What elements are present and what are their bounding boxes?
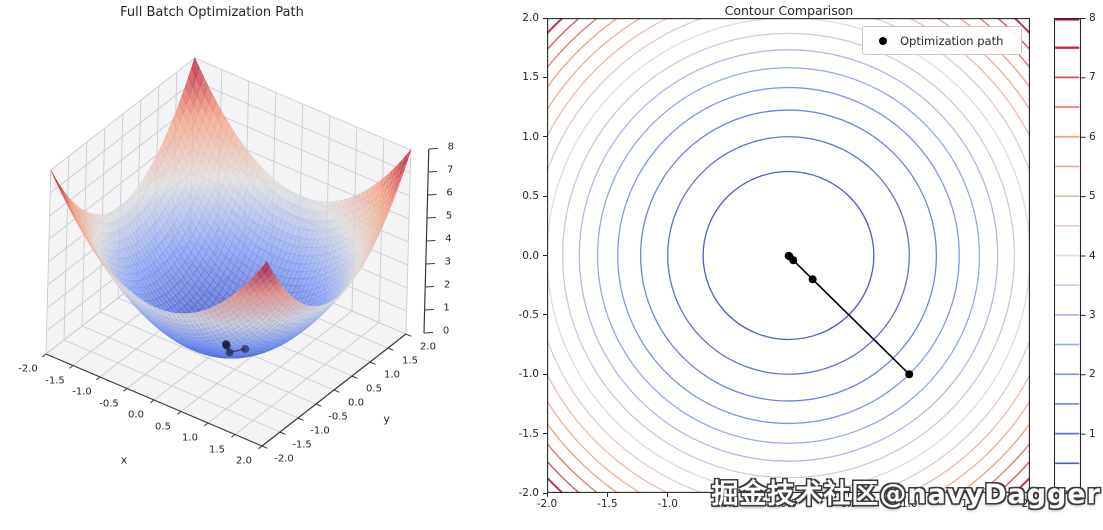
colorbar-tick-label: 3 <box>1089 308 1096 321</box>
y-tick <box>543 255 547 256</box>
y3d-tick-label: -0.5 <box>328 411 348 423</box>
colorbar-tick-label: 8 <box>1089 12 1096 24</box>
x-tick <box>788 493 789 497</box>
z3d-tick-label: 7 <box>447 164 454 176</box>
x-tick <box>1029 493 1031 497</box>
colorbar-tick-label: 2 <box>1089 368 1096 381</box>
x-tick-label: -0.5 <box>717 498 739 510</box>
y-tick-label: 0.5 <box>522 190 539 203</box>
y3d-tick-label: -1.5 <box>292 439 312 451</box>
y-tick-label: -1.0 <box>518 368 540 381</box>
y-tick <box>543 76 547 78</box>
x3d-tick-label: -0.5 <box>99 398 119 409</box>
x3d-tick-label: 0.0 <box>128 409 144 421</box>
y-tick-label: -0.5 <box>518 308 540 321</box>
z3d-tick-label: 5 <box>445 210 453 222</box>
y-tick <box>543 492 547 494</box>
y3d-tick-label: 0.5 <box>366 383 382 395</box>
x-tick <box>727 493 729 497</box>
x-tick-label: -2.0 <box>536 498 558 510</box>
contour-ring <box>596 67 981 444</box>
contour-ring <box>617 86 960 425</box>
x3d-tick-label: 1.5 <box>209 444 225 455</box>
colorbar-tick-label: 0 <box>1089 487 1096 499</box>
optimization-path-point <box>905 370 914 379</box>
z3d-tick-label: 8 <box>447 141 454 153</box>
x-tick <box>667 493 669 497</box>
colorbar-tick-label: 5 <box>1089 190 1096 203</box>
contour-ring <box>639 109 938 402</box>
legend-label: Optimization path <box>900 33 1004 48</box>
surface-3d-plot <box>0 0 500 530</box>
x3d-tick-label: 2.0 <box>236 455 252 467</box>
x-tick <box>969 493 971 497</box>
contour-ring <box>561 32 1016 479</box>
y-tick-label: 1.0 <box>522 130 539 143</box>
contour-axes-border <box>547 18 1030 493</box>
y3d-tick-label: 0.0 <box>348 397 364 409</box>
x-tick-label: 1.5 <box>961 498 978 510</box>
y-axis-label: y <box>383 412 390 426</box>
y3d-tick-label: -2.0 <box>274 453 294 465</box>
optimization-path-point <box>784 251 793 260</box>
z3d-tick-label: 1 <box>443 302 450 314</box>
x3d-tick-label: -2.0 <box>18 363 38 375</box>
y-tick-label: -1.5 <box>518 427 540 440</box>
x-axis-label: x <box>120 453 128 467</box>
contour-ring <box>578 49 999 462</box>
contour-plot <box>547 18 1030 493</box>
optimization-path-point <box>808 275 817 284</box>
y3d-tick-label: -1.0 <box>310 425 330 437</box>
colorbar-tick-label: 4 <box>1089 249 1096 262</box>
y-tick-label: 1.5 <box>522 71 539 84</box>
x-tick <box>546 493 548 497</box>
x3d-tick-label: 1.0 <box>182 432 198 444</box>
right-plot-title: Contour Comparison <box>724 3 854 18</box>
z3d-tick-label: 3 <box>444 256 451 268</box>
colorbar-tick-label: 6 <box>1089 130 1096 143</box>
colorbar <box>1054 18 1086 495</box>
colorbar-tick-label: 1 <box>1089 427 1096 440</box>
y-tick <box>543 17 547 19</box>
y3d-tick-label: 1.5 <box>402 355 418 367</box>
y-tick-label: 2.0 <box>522 12 539 24</box>
contour-ring <box>702 170 875 341</box>
x3d-tick-label: 0.5 <box>155 421 171 432</box>
y3d-tick-label: 1.0 <box>384 369 400 381</box>
x-tick-label: 1.0 <box>900 498 918 510</box>
x-tick-label: 0.5 <box>840 498 858 510</box>
y-tick <box>543 195 547 197</box>
y-tick-label: -2.0 <box>518 487 540 499</box>
x-tick <box>848 493 850 497</box>
x-tick-label: 0.0 <box>780 498 797 510</box>
z3d-tick-label: 6 <box>446 187 453 199</box>
y-tick-label: 0.0 <box>522 249 539 262</box>
y-tick <box>543 136 547 138</box>
x-tick <box>908 493 910 497</box>
x-tick-label: -1.5 <box>597 498 618 510</box>
x-tick-label: 2.0 <box>1021 498 1039 510</box>
x3d-tick-label: -1.5 <box>45 375 65 386</box>
x3d-tick-label: -1.0 <box>72 386 92 398</box>
x-tick-label: -1.0 <box>657 498 679 510</box>
colorbar-tick-label: 7 <box>1089 71 1096 84</box>
y-tick <box>543 433 547 435</box>
legend: Optimization path <box>862 26 1022 55</box>
contour-ring <box>667 136 910 375</box>
y-tick <box>543 314 547 316</box>
z3d-tick-label: 2 <box>444 279 451 291</box>
z3d-tick-label: 4 <box>445 233 452 245</box>
y-tick <box>543 373 547 375</box>
watermark: 掘金技术社区@navyDagger <box>711 479 1101 510</box>
x-tick <box>606 493 608 497</box>
legend-marker-dot <box>879 36 887 45</box>
z3d-tick-label: 0 <box>442 325 450 337</box>
y3d-tick-label: 2.0 <box>420 341 436 353</box>
